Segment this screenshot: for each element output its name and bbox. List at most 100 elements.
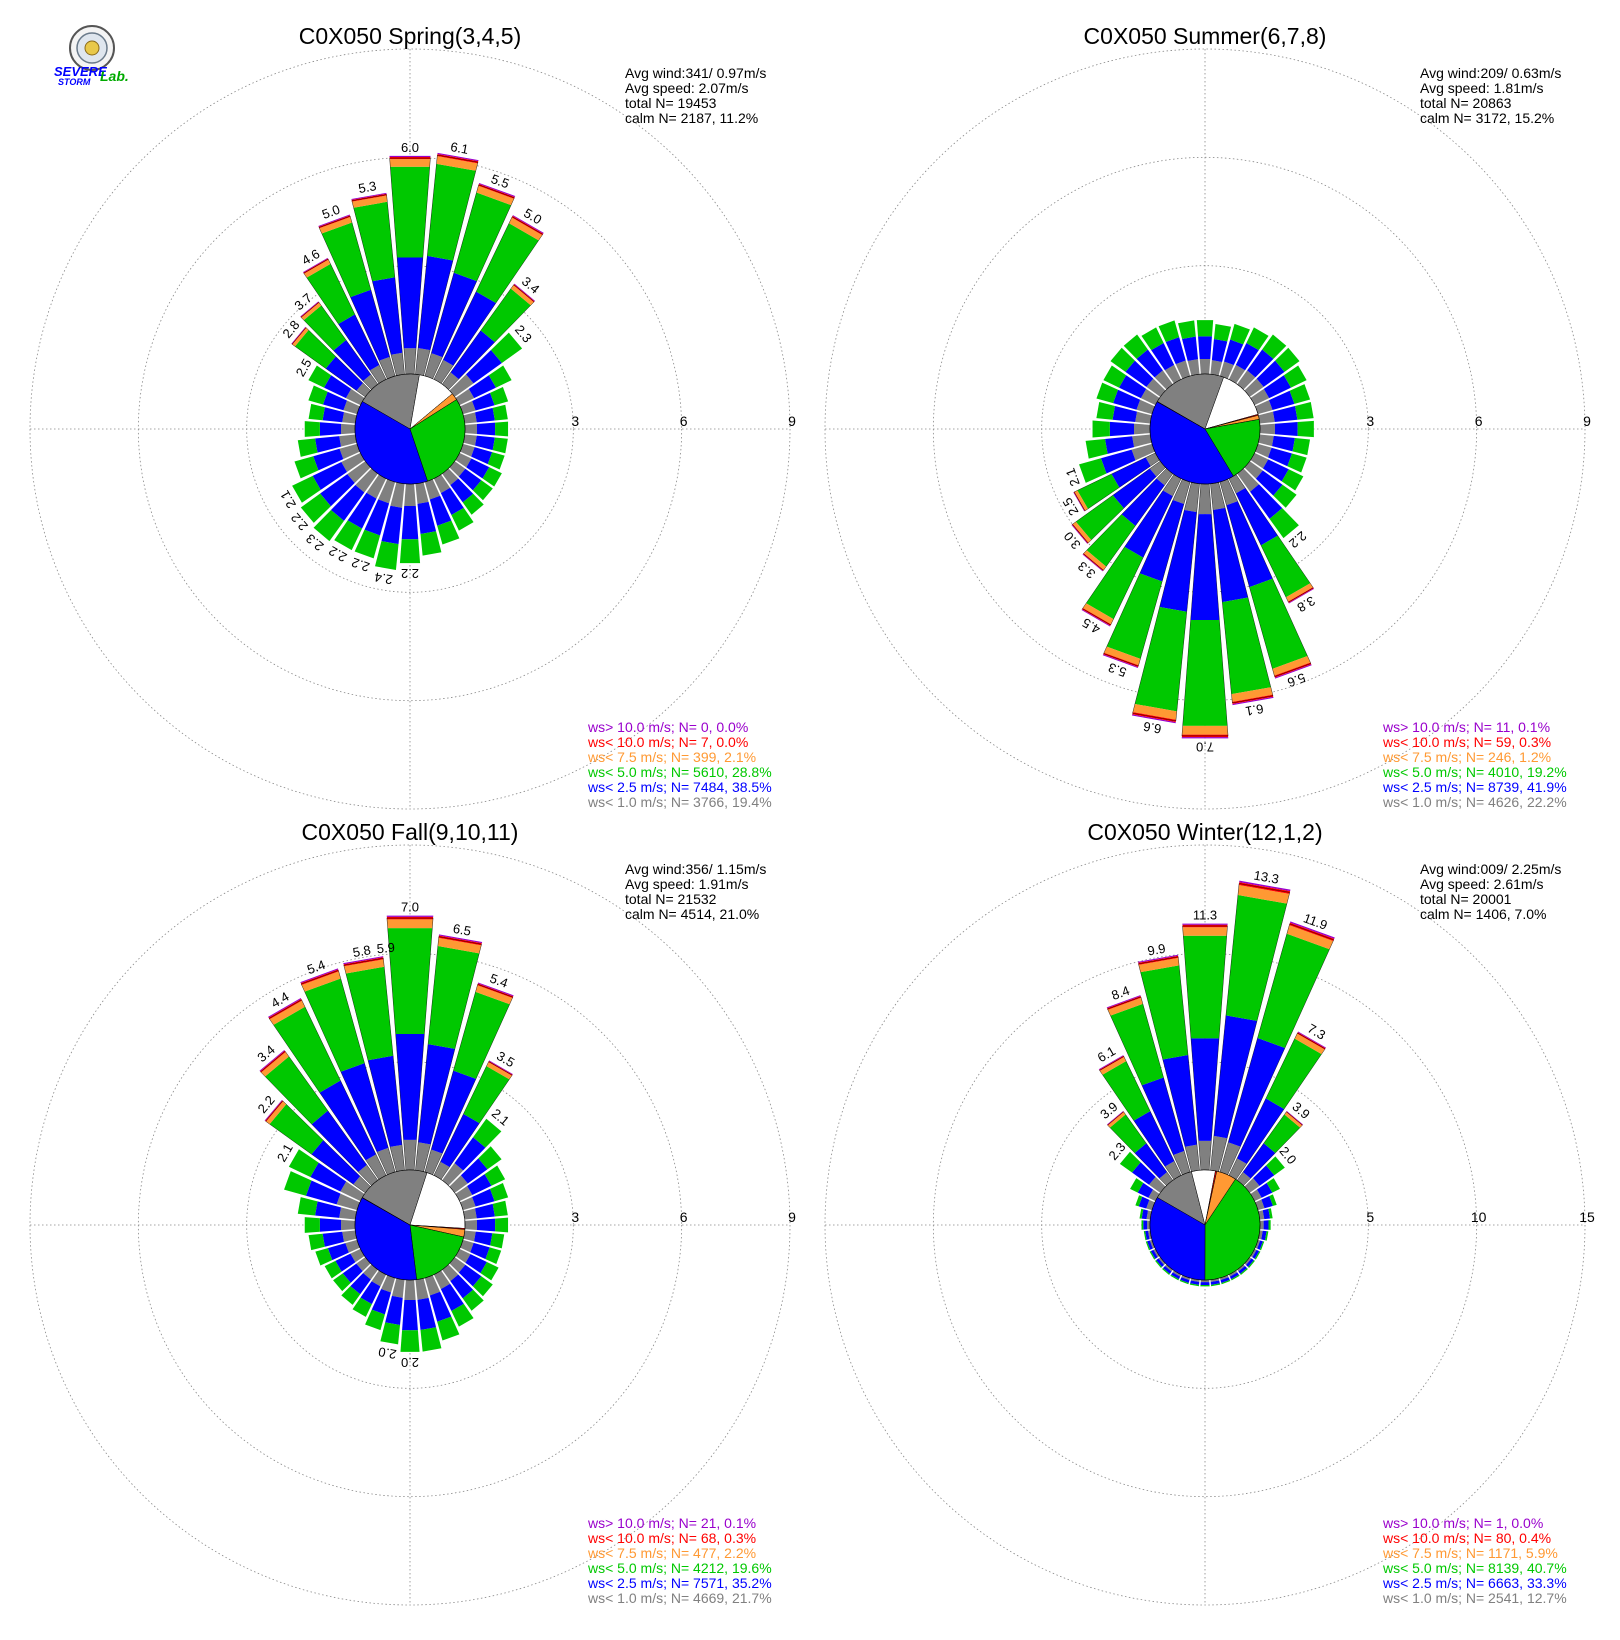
bar-segment-lt1.0 [1237,370,1256,390]
bar-110 [1255,1239,1265,1251]
bar-total-label: 2.2 [350,555,372,575]
bar-180 [1181,483,1229,739]
bar-total-labels: 7.06.55.43.52.12.02.02.12.23.44.45.45.8 5… [254,900,517,1370]
bar-10 [1210,880,1291,1172]
stat-line: calm N= 1406, 7.0% [1420,906,1546,922]
bar-segment-lt2.5 [367,1055,402,1147]
bar-190 [1131,482,1200,724]
bar-segment-lt5.0 [1295,402,1314,420]
bar-110 [1255,443,1307,473]
bar-segment-lt7.5 [1083,550,1107,570]
bar-50 [449,1146,502,1193]
bar-segment-lt5.0 [1158,320,1180,343]
bar-segment-lt1.0 [1237,468,1259,492]
bar-segment-lt5.0 [1246,327,1269,351]
legend-entry: ws< 5.0 m/s; N= 5610, 28.8% [587,764,772,780]
bar-segment-lt2.5 [1137,1182,1154,1198]
bar-350 [1137,954,1200,1172]
bar-segment-lt2.5 [466,458,490,479]
bar-segment-lt2.5 [475,435,495,451]
bar-segment-lt7.5 [1237,884,1290,904]
bar-segment-lt5.0 [353,201,395,282]
bar-segment-gt10.0 [1288,588,1315,604]
bar-segment-lt1.0 [1244,1178,1260,1193]
bar-10 [1210,323,1232,376]
bar-90 [1259,1220,1271,1230]
bar-segment-gt10.0 [1071,524,1088,544]
bar-segment-lt1.0 [358,1164,378,1186]
pie-slice-lt5.0 [1204,419,1261,477]
bar-260 [1143,1230,1152,1241]
bar-segment-lt1.0 [1244,461,1263,479]
bar-segment-lt2.5 [1256,1182,1273,1198]
bar-segment-lt5.0 [1196,320,1214,337]
bar-320 [1106,1111,1174,1186]
stat-line: calm N= 2187, 11.2% [625,110,758,126]
bar-320 [259,1050,379,1186]
bar-segment-lt7.5 [1132,704,1177,720]
bar-segment-lt1.0 [433,474,451,494]
bar-segment-lt7.5 [1182,927,1228,936]
bar-segment-lt7.5 [1284,1112,1303,1128]
legend-entry: ws< 5.0 m/s; N= 4212, 19.6% [587,1560,772,1576]
bar-160 [424,1275,460,1341]
bar-segment-lt5.0 [476,223,539,304]
bar-segment-lt5.0 [1240,1268,1248,1275]
bar-segment-lt2.5 [1162,1055,1197,1147]
bar-segment-lt5.0 [324,1260,342,1279]
bar-segment-gt10.0 [1290,921,1335,939]
bar-segment-lt7.5 [1182,725,1228,735]
bar-segment-lt5.0 [273,1006,341,1093]
bar-segment-lt2.5 [401,506,419,540]
bar-segment-lt1.0 [1250,452,1269,469]
bar-segment-lt5.0 [1075,495,1124,541]
bar-210 [1170,1270,1182,1281]
bar-segment-lt1.0 [356,383,371,397]
bar-total-label: 5.5 [489,171,511,191]
legend-entry: ws> 10.0 m/s; N= 11, 0.1% [1382,719,1550,735]
bar-segment-lt2.5 [1109,421,1135,437]
bar-segment-lt2.5 [1111,457,1151,488]
legend-entry: ws< 1.0 m/s; N= 4626, 22.2% [1382,794,1567,810]
ring-label: 10 [1471,1209,1487,1225]
bar-260 [308,1230,357,1251]
bar-segment-lt5.0 [1182,619,1228,726]
bar-segment-lt5.0 [1249,578,1308,669]
bar-segment-lt2.5 [1134,1143,1167,1179]
bar-350 [1178,320,1200,376]
bar-segment-gt10.0 [438,934,483,944]
bar-170 [1210,482,1274,706]
legend: ws> 10.0 m/s; N= 0, 0.0%ws< 10.0 m/s; N=… [587,719,772,810]
bar-segment-lt2.5 [1243,1143,1276,1179]
bar-90 [464,421,509,437]
bar-segment-lt2.5 [417,501,437,535]
bar-segment-lt2.5 [1104,436,1135,454]
bar-100 [463,1230,505,1249]
bar-310 [264,1099,371,1194]
bar-segment-lt1.0 [1134,423,1151,435]
bar-segment-lt5.0 [1145,1241,1151,1251]
bar-310 [1119,1151,1166,1193]
bar-segment-lt1.0 [1210,482,1226,511]
bar-segment-lt1.0 [339,443,360,460]
bar-segment-lt1.0 [460,400,476,415]
legend-entry: ws< 7.5 m/s; N= 477, 2.2% [587,1545,756,1561]
bar-segment-lt7.5 [266,1101,287,1125]
bar-segment-lt1.0 [390,482,405,508]
bar-segment-gt10.0 [1131,714,1176,724]
bar-170 [415,482,442,556]
bar-segment-lt5.0 [1263,1114,1301,1153]
bar-40 [442,1118,502,1186]
bar-segment-lt2.5 [1228,1038,1285,1147]
stat-line: total N= 20001 [1420,891,1512,907]
bar-segment-lt1.0 [433,1161,450,1180]
bar-290 [284,1171,360,1211]
stat-line: Avg speed: 2.61m/s [1420,876,1543,892]
bar-segment-lt1.0 [1175,360,1191,379]
bar-segment-lt5.0 [495,1217,509,1233]
bar-segment-gt10.0 [1297,1031,1327,1049]
stat-line: Avg wind:209/ 0.63m/s [1420,65,1561,81]
bar-segment-lt2.5 [1113,389,1141,410]
bar-segment-lt5.0 [1265,1038,1322,1110]
